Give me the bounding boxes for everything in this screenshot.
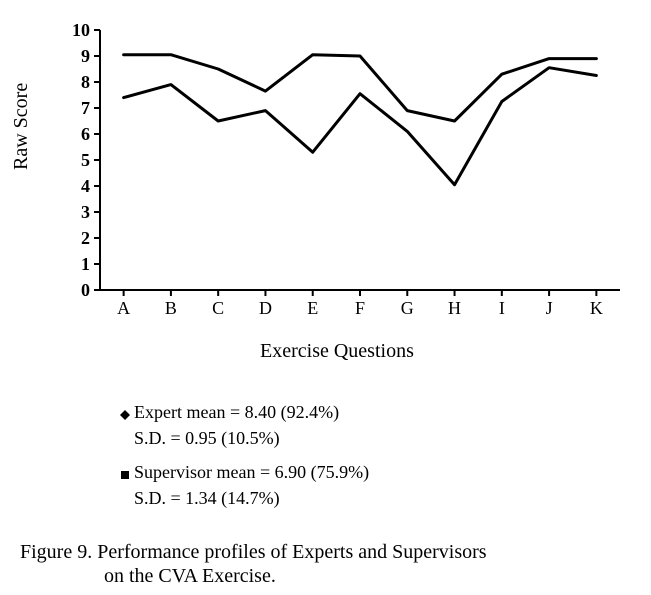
figure-page: 0 1 2 3 4 5 6 7 8 9 10 A B C D E F G H I J K Raw Score Exerci… xyxy=(0,0,651,595)
svg-text:3: 3 xyxy=(81,202,90,222)
legend-expert-line1: Expert mean = 8.40 (92.4%) xyxy=(134,402,339,422)
svg-text:F: F xyxy=(355,298,365,318)
svg-text:5: 5 xyxy=(81,150,90,170)
x-axis-label: Exercise Questions xyxy=(260,340,414,363)
legend-supervisor-line1: Supervisor mean = 6.90 (75.9%) xyxy=(134,462,369,482)
svg-text:6: 6 xyxy=(81,124,90,144)
svg-text:7: 7 xyxy=(81,98,90,118)
svg-text:G: G xyxy=(401,298,414,318)
svg-text:0: 0 xyxy=(81,280,90,300)
svg-text:D: D xyxy=(259,298,272,318)
legend-expert-line2: S.D. = 0.95 (10.5%) xyxy=(120,426,369,450)
svg-text:I: I xyxy=(499,298,505,318)
legend-expert: Expert mean = 8.40 (92.4%) S.D. = 0.95 (… xyxy=(120,400,369,450)
chart-container: 0 1 2 3 4 5 6 7 8 9 10 A B C D E F G H I J K xyxy=(40,20,640,335)
chart-svg: 0 1 2 3 4 5 6 7 8 9 10 A B C D E F G H I J K xyxy=(40,20,640,330)
svg-text:10: 10 xyxy=(72,20,90,40)
svg-text:B: B xyxy=(165,298,177,318)
svg-text:A: A xyxy=(117,298,130,318)
caption-line1: Figure 9. Performance profiles of Expert… xyxy=(20,540,487,564)
figure-caption: Figure 9. Performance profiles of Expert… xyxy=(20,540,487,588)
svg-text:E: E xyxy=(307,298,318,318)
diamond-icon xyxy=(120,402,130,426)
svg-text:9: 9 xyxy=(81,46,90,66)
y-axis-label: Raw Score xyxy=(10,83,33,170)
square-icon xyxy=(120,462,130,486)
svg-text:1: 1 xyxy=(81,254,90,274)
svg-text:4: 4 xyxy=(81,176,90,196)
svg-text:C: C xyxy=(212,298,224,318)
svg-text:H: H xyxy=(448,298,461,318)
legend: Expert mean = 8.40 (92.4%) S.D. = 0.95 (… xyxy=(120,400,369,521)
legend-supervisor: Supervisor mean = 6.90 (75.9%) S.D. = 1.… xyxy=(120,460,369,510)
legend-supervisor-line2: S.D. = 1.34 (14.7%) xyxy=(120,486,369,510)
caption-line2: on the CVA Exercise. xyxy=(20,564,487,588)
svg-text:J: J xyxy=(546,298,553,318)
svg-text:8: 8 xyxy=(81,72,90,92)
svg-text:K: K xyxy=(590,298,603,318)
svg-text:2: 2 xyxy=(81,228,90,248)
